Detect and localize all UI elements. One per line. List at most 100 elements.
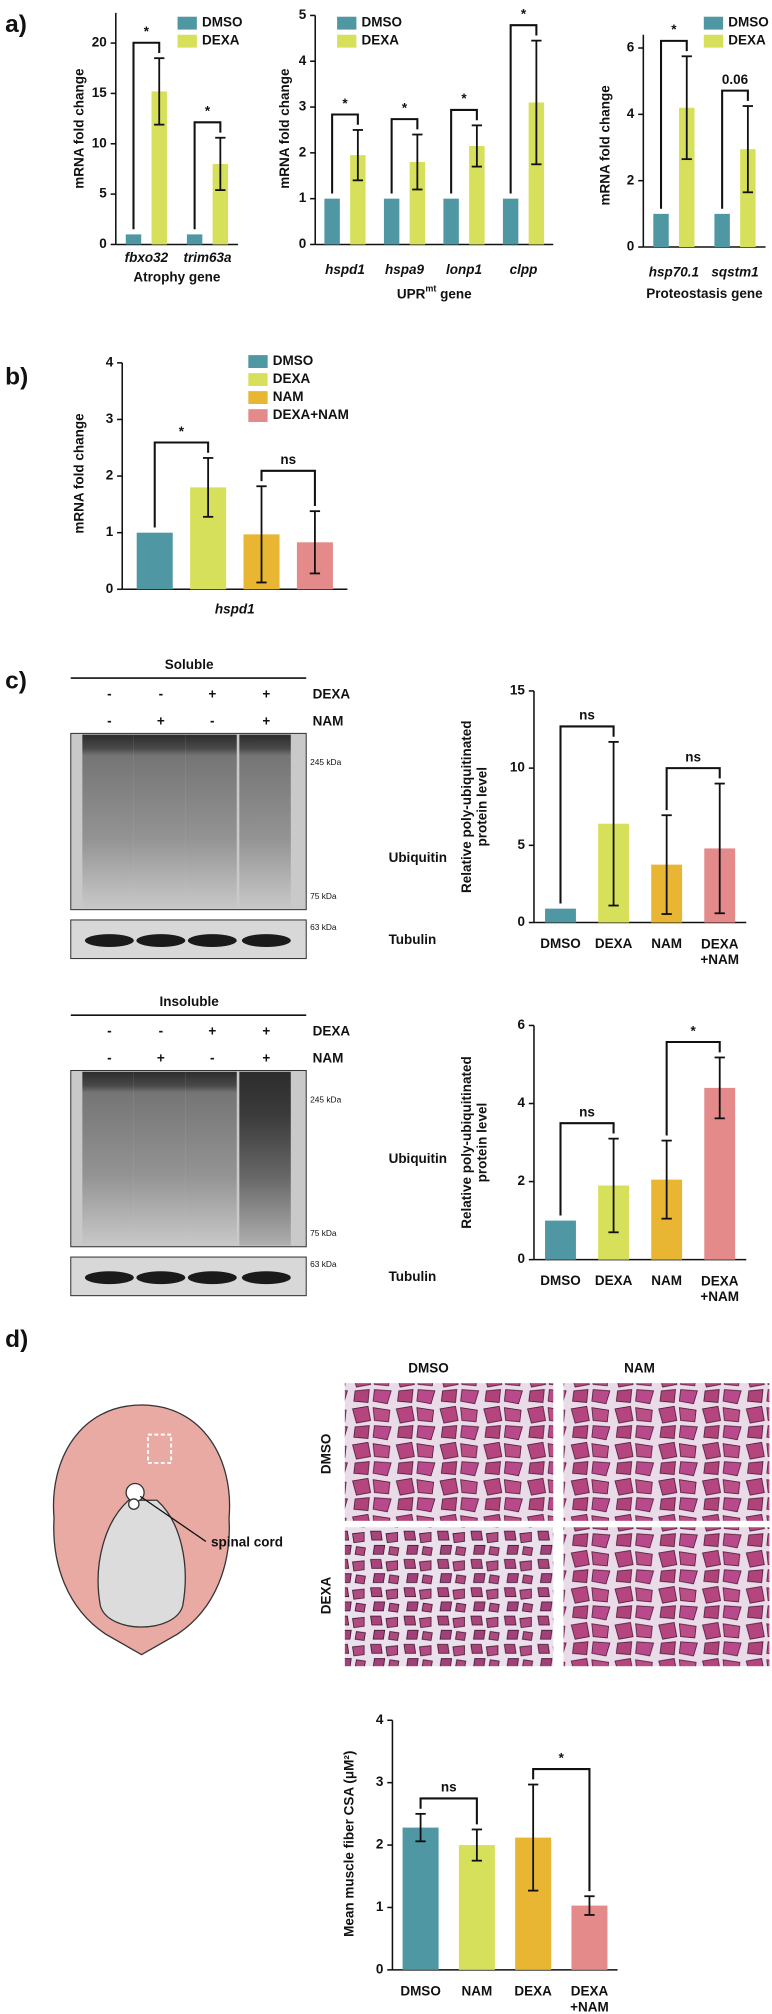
tubulin-band [84, 934, 134, 947]
micrograph [344, 1527, 554, 1667]
column-label: NAM [624, 1361, 655, 1376]
y-tick-label: 0 [99, 236, 107, 251]
y-axis-label: Relative poly-ubiquitinatedprotein level [459, 720, 490, 893]
y-tick-label: 1 [299, 190, 307, 205]
significance-bracket [721, 89, 749, 209]
tubulin-band [241, 1271, 291, 1285]
bar [350, 155, 366, 245]
blot-lane [185, 1071, 237, 1246]
x-tick-label: DMSO [540, 936, 581, 951]
legend-swatch [248, 409, 268, 423]
bar [545, 1220, 576, 1260]
y-tick-label: 15 [92, 85, 108, 100]
y-tick-label: 5 [517, 837, 525, 852]
significance-bracket [390, 118, 419, 194]
row-label: DEXA [318, 1576, 333, 1614]
y-tick-label: 3 [299, 99, 307, 114]
treatment-mark: - [210, 713, 215, 728]
bar [136, 532, 173, 590]
x-tick-label: hsp70.1 [649, 264, 699, 279]
treatment-mark: - [159, 1023, 164, 1038]
treatment-mark: - [107, 1050, 112, 1065]
x-tick-label: DEXA +NAM [570, 1983, 609, 2014]
y-tick-label: 4 [106, 354, 114, 369]
x-tick-label: hspd1 [215, 601, 255, 616]
schematic-tissue [97, 1499, 186, 1628]
bar [571, 1905, 608, 1970]
significance-bracket [559, 725, 615, 904]
blot-lane [133, 734, 186, 909]
schematic-label: spinal cord [211, 1534, 283, 1549]
blot-lane [133, 1071, 186, 1246]
treatment-mark: + [208, 686, 216, 701]
x-tick-label: DEXA +NAM [700, 936, 739, 967]
treatment-mark: + [262, 1023, 270, 1038]
treatment-mark: + [262, 686, 270, 701]
panel-label: b) [5, 364, 28, 391]
significance-label: * [402, 100, 408, 115]
legend-swatch [248, 373, 268, 386]
significance-bracket [509, 24, 538, 194]
blot-lane [239, 734, 291, 909]
micrograph [563, 1383, 770, 1521]
bar [458, 1845, 495, 1970]
significance-label: * [179, 424, 185, 439]
x-tick-label: NAM [651, 936, 682, 951]
y-tick-label: 0 [627, 239, 635, 254]
x-tick-label: hspd1 [325, 262, 365, 277]
y-tick-label: 15 [510, 682, 526, 697]
column-label: DMSO [408, 1361, 449, 1376]
y-tick-label: 1 [376, 1899, 384, 1914]
y-tick-label: 0 [376, 1961, 384, 1976]
bar [383, 198, 400, 245]
panel-label: a) [5, 11, 27, 38]
y-axis-label: Relative poly-ubiquitinatedprotein level [459, 1056, 490, 1229]
y-tick-label: 0 [106, 581, 114, 596]
x-tick-label: fbxo32 [125, 250, 169, 265]
treatment-mark: - [210, 1050, 215, 1065]
x-tick-label: clpp [510, 262, 538, 277]
blot-lane [82, 734, 134, 909]
bar [324, 198, 340, 245]
row-label: DMSO [318, 1434, 333, 1475]
treatment-mark: + [208, 1023, 216, 1038]
legend-label: DMSO [728, 15, 769, 30]
significance-bracket [559, 1122, 615, 1216]
treatment-mark: + [157, 1050, 165, 1065]
y-tick-label: 6 [627, 40, 635, 55]
y-tick-label: 0 [517, 1251, 525, 1266]
legend-label: DMSO [273, 353, 314, 368]
x-tick-label: trim63a [183, 250, 232, 265]
bar [714, 213, 730, 248]
y-tick-label: 10 [510, 760, 525, 775]
x-axis-label: Proteostasis gene [646, 286, 763, 301]
y-tick-label: 4 [376, 1712, 384, 1727]
y-axis-label: mRNA fold change [71, 68, 86, 189]
bar [212, 163, 229, 245]
legend-swatch [177, 34, 197, 48]
significance-bracket [665, 1040, 721, 1136]
treatment-mark: + [262, 1050, 270, 1065]
x-tick-label: NAM [461, 1983, 492, 1998]
blot-title: Insoluble [160, 994, 220, 1009]
significance-label: 0.06 [722, 72, 749, 87]
bar [402, 1827, 439, 1970]
legend-label: NAM [273, 389, 304, 404]
significance-bracket [532, 1768, 591, 1892]
x-axis-label-part: mt [425, 284, 436, 294]
y-tick-label: 0 [517, 914, 525, 929]
treatment-name: NAM [313, 713, 344, 728]
blot-title: Soluble [165, 657, 214, 672]
y-tick-label: 2 [376, 1837, 384, 1852]
bar [740, 149, 756, 248]
legend-swatch [703, 16, 724, 30]
legend-swatch [248, 355, 268, 368]
legend-label: DEXA [273, 371, 311, 386]
significance-label: * [559, 1750, 565, 1765]
legend-label: DEXA [202, 33, 240, 48]
significance-label: ns [441, 1780, 457, 1795]
kda-marker: 245 kDa [310, 757, 341, 767]
legend-label: DEXA+NAM [273, 407, 349, 422]
significance-bracket [153, 441, 210, 528]
